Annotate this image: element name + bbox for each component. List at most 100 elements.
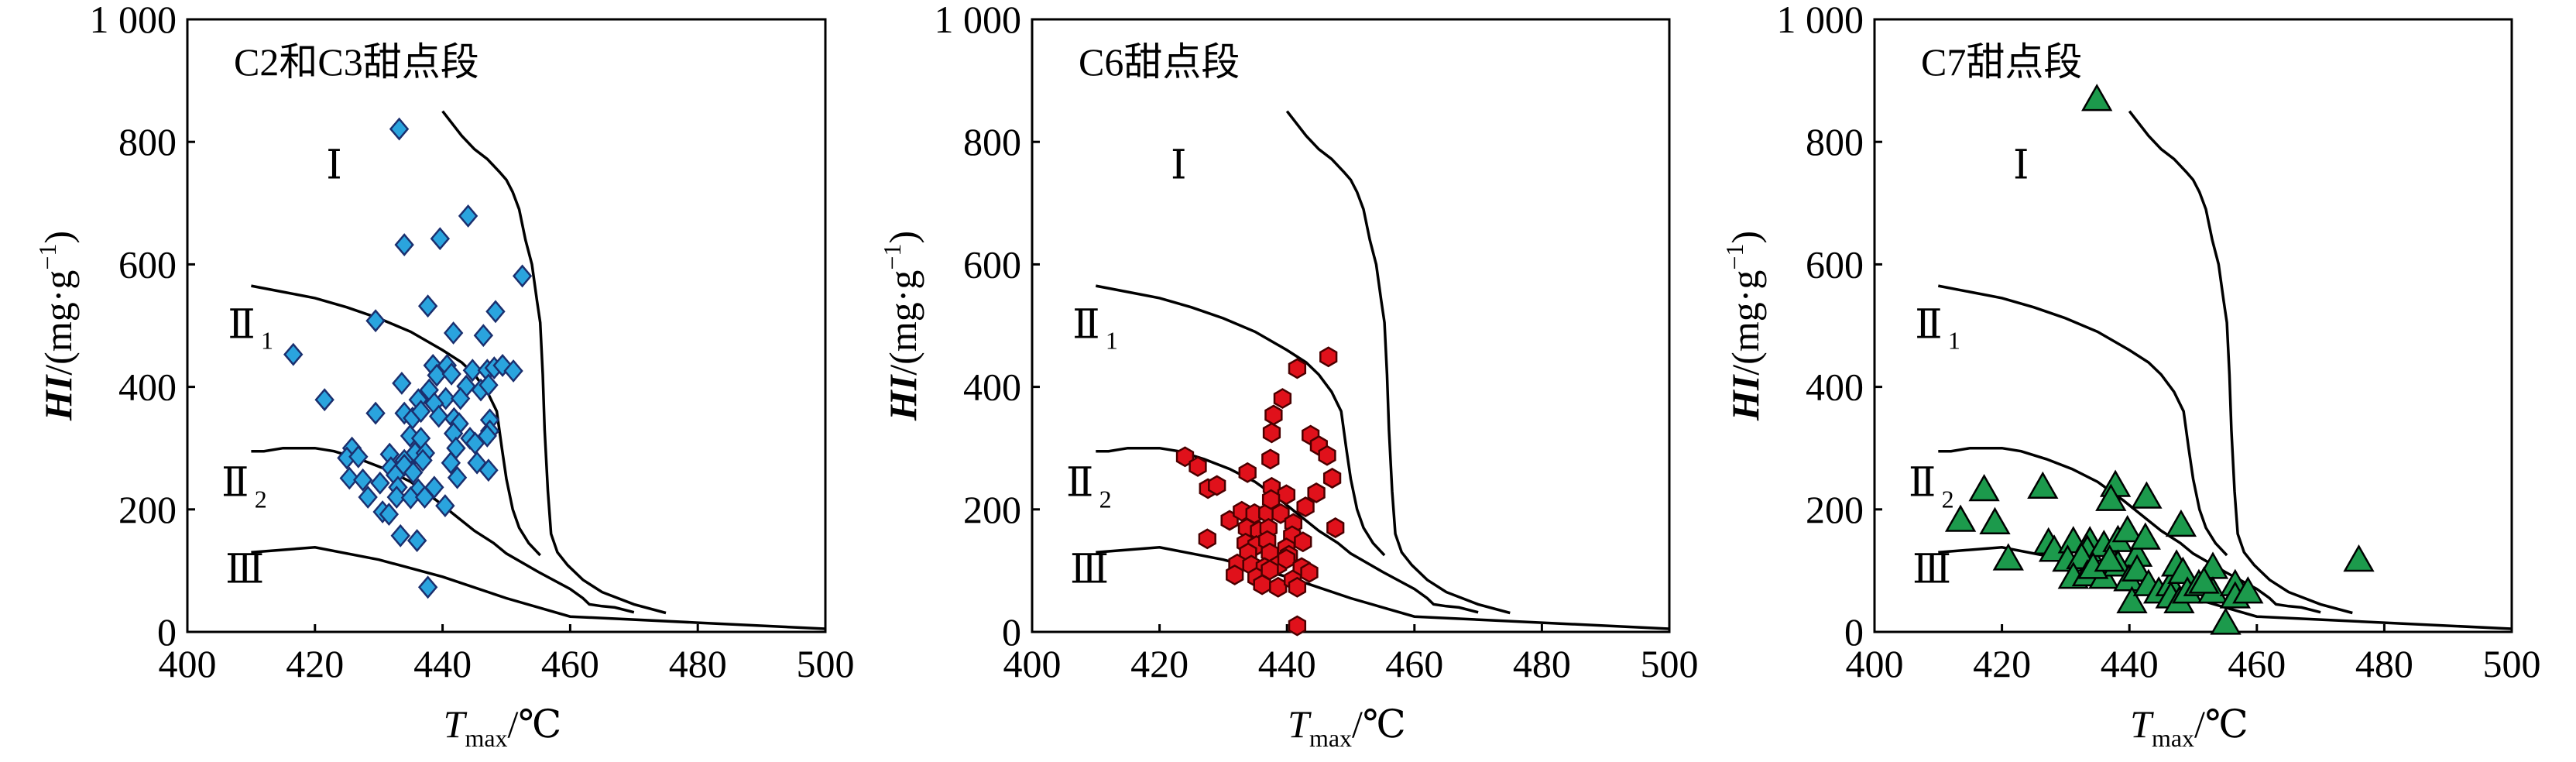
data-point-diamond	[379, 503, 400, 527]
y-tick-label: 400	[1806, 366, 1864, 409]
x-tick-label: 420	[1130, 642, 1189, 685]
data-point-hexagon	[1326, 517, 1345, 538]
y-axis-title: HI/(mg·g−1)	[33, 231, 80, 421]
data-point-hexagon	[1319, 346, 1338, 368]
label-type-ii2-sub: 2	[255, 485, 267, 513]
data-point-triangle	[2210, 607, 2242, 635]
data-point-diamond	[339, 466, 359, 490]
data-point-triangle	[1992, 543, 2024, 571]
x-tick-label: 420	[1973, 642, 2031, 685]
y-tick-label: 600	[963, 242, 1021, 286]
y-tick-label: 600	[118, 242, 177, 286]
y-tick-label: 600	[1806, 242, 1864, 286]
kerogen-curve-ii1	[1937, 284, 2228, 557]
data-point-diamond	[370, 471, 390, 495]
panel-title: C7甜点段	[1921, 40, 2082, 84]
x-tick-label: 400	[159, 642, 217, 685]
data-point-hexagon	[1273, 388, 1292, 410]
data-point-diamond	[348, 444, 369, 469]
x-tick-label: 440	[1258, 642, 1316, 685]
data-point-triangle	[2167, 556, 2199, 585]
data-point-triangle	[2121, 554, 2153, 582]
data-point-diamond	[352, 468, 373, 492]
data-point-triangle	[2095, 483, 2127, 511]
label-type-ii1-sub: 1	[1106, 327, 1118, 355]
x-axis-title: Tmax/℃	[444, 702, 562, 752]
plot-frame	[1873, 18, 2513, 633]
label-type-iii: Ⅲ	[225, 548, 264, 592]
kerogen-curve-i	[441, 110, 667, 615]
data-point-triangle	[1944, 504, 1977, 532]
data-point-diamond	[458, 204, 478, 228]
kerogen-curve-ii1	[1095, 284, 1386, 557]
data-point-triangle	[2111, 514, 2143, 543]
y-tick-label: 0	[1844, 610, 1864, 654]
y-tick-label: 1 000	[1777, 0, 1864, 41]
y-tick-label: 400	[118, 366, 177, 409]
label-type-i: Ⅰ	[2013, 144, 2029, 188]
chart-panel-2: 0 200 400 600 800 1 000 400 420 440 460 480 500 Tmax…	[878, 0, 1699, 752]
data-point-hexagon	[1277, 484, 1296, 506]
kerogen-curve-i	[1285, 110, 1511, 615]
data-point-diamond	[441, 362, 461, 386]
data-point-diamond	[485, 300, 506, 324]
data-point-hexagon	[1226, 564, 1244, 585]
data-point-diamond	[462, 359, 483, 383]
data-point-triangle	[2165, 509, 2197, 537]
x-tick-label: 400	[1846, 642, 1904, 685]
y-tick-label: 1 000	[90, 0, 177, 41]
chart-panel-1: 0 200 400 600 800 1 000 400 420 440 460 480 500 Tmax…	[33, 0, 855, 752]
data-point-triangle	[2188, 566, 2220, 594]
label-type-iii: Ⅲ	[1912, 548, 1951, 592]
data-point-diamond	[417, 575, 438, 599]
data-point-triangle	[2081, 84, 2113, 112]
label-type-iii: Ⅲ	[1070, 548, 1109, 592]
x-tick-label: 460	[2228, 642, 2286, 685]
scatter-points	[1944, 84, 2375, 635]
data-point-hexagon	[1277, 548, 1296, 570]
label-type-ii1: Ⅱ	[1915, 303, 1942, 347]
x-tick-label: 480	[669, 642, 727, 685]
chart-panel-3: 0 200 400 600 800 1 000 400 420 440 460 480 500 Tmax…	[1720, 0, 2541, 752]
data-point-diamond	[403, 461, 424, 485]
data-point-diamond	[365, 401, 386, 425]
data-point-triangle	[2343, 544, 2375, 572]
data-point-diamond	[428, 404, 449, 428]
label-type-ii1-sub: 1	[261, 327, 273, 355]
data-point-diamond	[365, 309, 386, 333]
y-axis-title: HI/(mg·g−1)	[1720, 231, 1767, 421]
x-tick-label: 420	[286, 642, 344, 685]
data-point-hexagon	[1322, 468, 1342, 489]
data-point-hexagon	[1307, 482, 1326, 503]
data-point-hexagon	[1198, 528, 1216, 550]
x-tick-label: 500	[2483, 642, 2541, 685]
kerogen-curve-ii2	[1938, 446, 2321, 614]
label-type-ii2-sub: 2	[1942, 485, 1954, 513]
data-point-hexagon	[1294, 531, 1312, 553]
data-point-diamond	[478, 458, 499, 482]
x-tick-label: 440	[2101, 642, 2159, 685]
label-type-ii1: Ⅱ	[228, 303, 255, 347]
x-tick-label: 440	[413, 642, 472, 685]
data-point-diamond	[443, 321, 464, 345]
data-point-diamond	[478, 373, 499, 397]
label-type-ii1: Ⅱ	[1072, 303, 1099, 347]
y-axis-title: HI/(mg·g−1)	[878, 231, 924, 421]
kerogen-curve-ii2	[251, 446, 635, 614]
data-point-triangle	[2131, 481, 2163, 509]
label-type-ii2-sub: 2	[1099, 485, 1112, 513]
data-point-hexagon	[1261, 448, 1280, 470]
data-point-diamond	[406, 529, 427, 553]
data-point-triangle	[1968, 473, 2000, 502]
data-point-diamond	[430, 227, 451, 251]
x-tick-label: 500	[797, 642, 855, 685]
data-point-hexagon	[1300, 561, 1319, 583]
data-point-triangle	[2094, 544, 2125, 572]
data-point-diamond	[427, 363, 447, 387]
kerogen-curve-iii	[251, 546, 826, 630]
label-type-ii2: Ⅱ	[221, 461, 249, 505]
data-point-diamond	[400, 486, 421, 510]
data-point-hexagon	[1296, 496, 1315, 518]
data-point-diamond	[414, 486, 435, 509]
y-tick-label: 800	[1806, 120, 1864, 163]
